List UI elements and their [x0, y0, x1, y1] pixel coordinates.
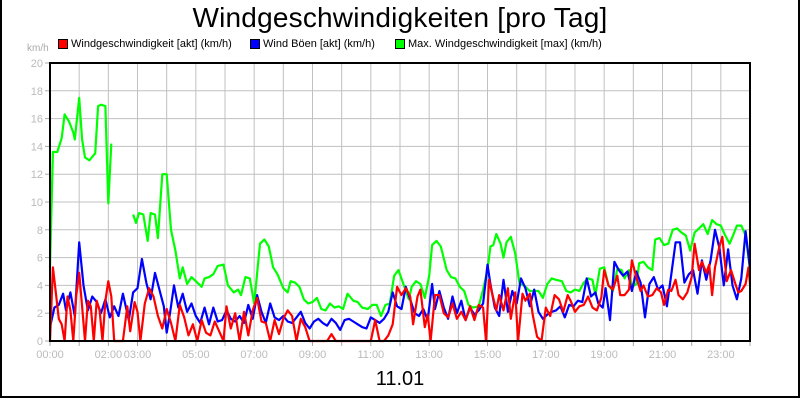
y-tick-label: 2 — [37, 308, 43, 320]
legend-item-gusts: Wind Böen [akt] (km/h) — [250, 38, 375, 50]
y-tick-label: 18 — [31, 86, 43, 98]
series-line — [132, 173, 752, 318]
legend-label: Max. Windgeschwindigkeit [max] (km/h) — [408, 38, 602, 50]
x-tick-label: 07:00 — [240, 349, 268, 361]
y-tick-label: 0 — [37, 336, 43, 348]
x-tick-label: 05:00 — [182, 349, 210, 361]
y-tick-label: 4 — [37, 280, 43, 292]
x-tick-label: 17:00 — [532, 349, 560, 361]
y-tick-label: 10 — [31, 197, 43, 209]
x-tick-label: 09:00 — [299, 349, 327, 361]
series-line — [48, 228, 752, 334]
y-tick-label: 8 — [37, 225, 43, 237]
legend-item-max-speed: Max. Windgeschwindigkeit [max] (km/h) — [395, 38, 602, 50]
legend-item-wind-speed: Windgeschwindigkeit [akt] (km/h) — [58, 38, 232, 50]
x-axis-ticks: 00:00 02:00 03:00 05:00 07:00 09:00 11:00 13:00… — [36, 341, 751, 361]
y-tick-label: 16 — [31, 114, 43, 126]
series-line — [48, 235, 752, 343]
legend-label: Windgeschwindigkeit [akt] (km/h) — [71, 38, 232, 50]
x-tick-label: 19:00 — [590, 349, 618, 361]
y-tick-label: 6 — [37, 253, 43, 265]
chart-title: Windgeschwindigkeiten [pro Tag] — [192, 2, 608, 33]
x-tick-label: 02:00 — [95, 349, 123, 361]
y-tick-label: 20 — [31, 58, 43, 70]
data-series — [48, 96, 752, 343]
y-axis-unit: km/h — [27, 43, 49, 54]
legend-swatch-green — [395, 39, 405, 49]
x-tick-label: 21:00 — [649, 349, 677, 361]
x-tick-label: 13:00 — [415, 349, 443, 361]
y-tick-label: 14 — [31, 141, 43, 153]
x-tick-label: 00:00 — [36, 349, 64, 361]
legend-swatch-red — [58, 39, 68, 49]
y-tick-label: 12 — [31, 169, 43, 181]
x-tick-label: 15:00 — [474, 349, 502, 361]
legend-swatch-blue — [250, 39, 260, 49]
x-axis-date-label: 11.01 — [375, 368, 425, 390]
series-line — [48, 96, 113, 268]
plot-area-border — [49, 62, 751, 342]
x-tick-label: 23:00 — [707, 349, 735, 361]
legend-label: Wind Böen [akt] (km/h) — [263, 38, 375, 50]
y-axis-ticks: 0 2 4 6 8 10 12 14 16 18 20 — [31, 58, 50, 348]
x-tick-label: 11:00 — [357, 349, 384, 361]
x-tick-label: 03:00 — [124, 349, 152, 361]
